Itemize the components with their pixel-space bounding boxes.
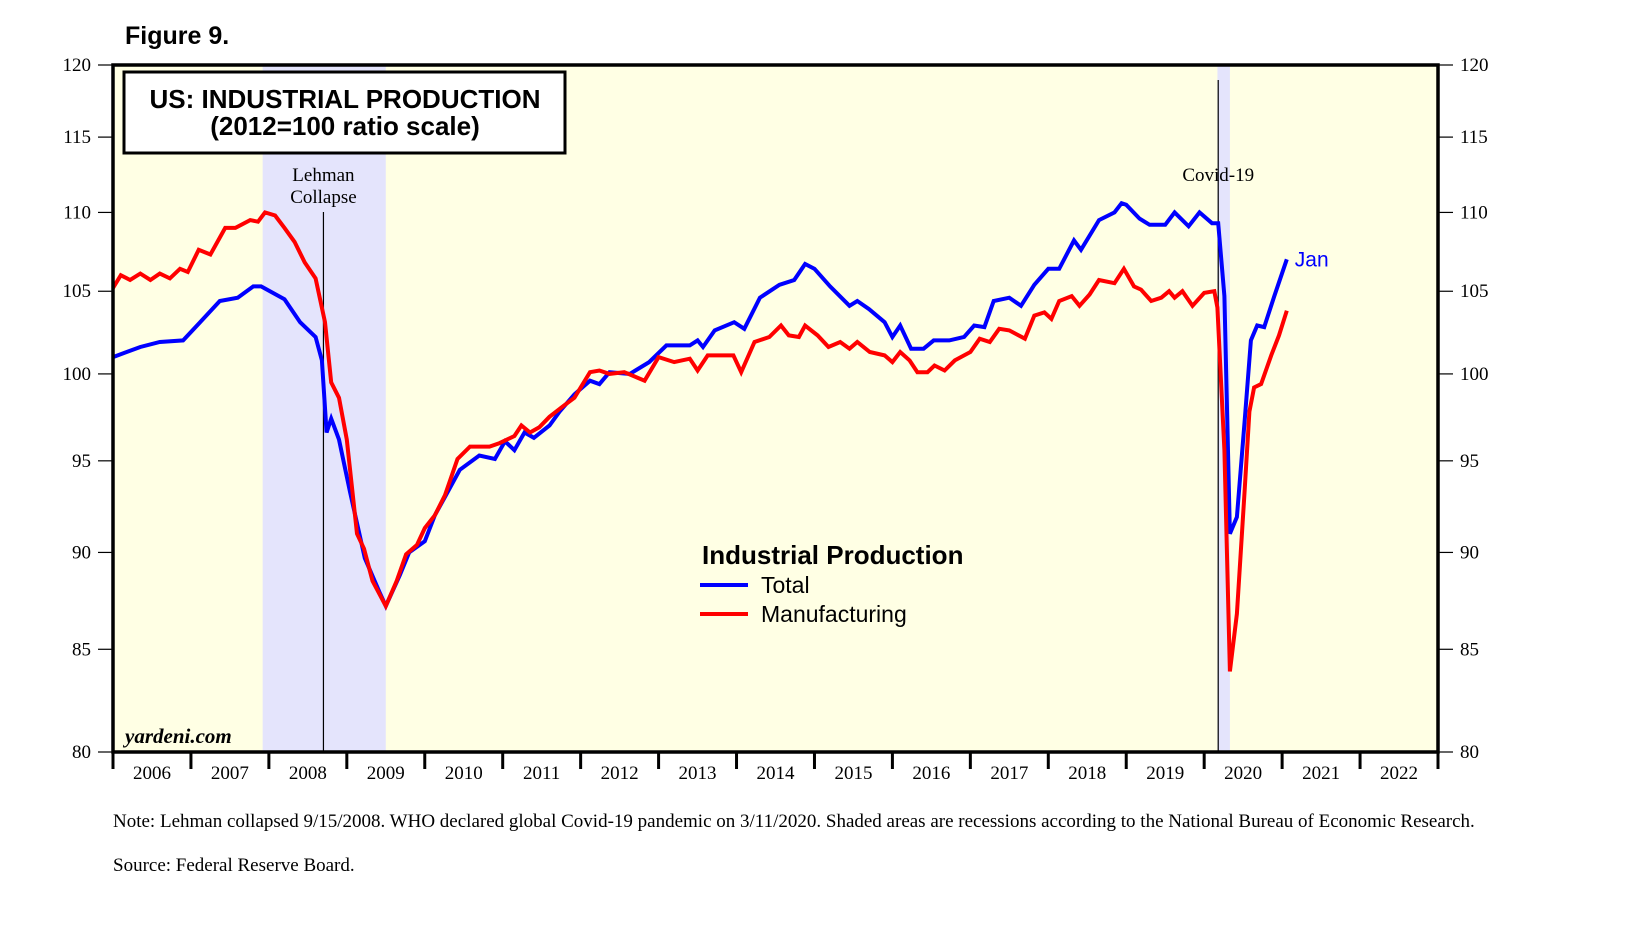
x-tick-label: 2021 bbox=[1302, 763, 1340, 784]
legend-label-total: Total bbox=[761, 572, 810, 598]
x-tick-label: 2015 bbox=[834, 763, 872, 784]
x-tick-label: 2007 bbox=[211, 763, 249, 784]
chart-subtitle: (2012=100 ratio scale) bbox=[210, 111, 480, 141]
event-label: Covid-19 bbox=[1182, 165, 1254, 186]
y-tick-label-left: 110 bbox=[63, 202, 91, 223]
title-box bbox=[122, 70, 567, 155]
y-tick-label-right: 80 bbox=[1460, 742, 1479, 763]
figure-label: Figure 9. bbox=[125, 22, 230, 50]
y-tick-label-left: 95 bbox=[72, 451, 91, 472]
y-tick-label-right: 95 bbox=[1460, 451, 1479, 472]
legend-label-manufacturing: Manufacturing bbox=[761, 601, 907, 627]
event-label: Collapse bbox=[290, 187, 357, 208]
y-tick-label-right: 90 bbox=[1460, 542, 1479, 563]
x-tick-label: 2022 bbox=[1380, 763, 1418, 784]
y-tick-label-left: 85 bbox=[72, 639, 91, 660]
y-tick-label-left: 105 bbox=[63, 281, 92, 302]
x-tick-label: 2011 bbox=[523, 763, 560, 784]
plot-frame bbox=[111, 63, 1440, 754]
x-tick-label: 2019 bbox=[1146, 763, 1184, 784]
source-text: Source: Federal Reserve Board. bbox=[113, 855, 355, 876]
y-tick-label-right: 115 bbox=[1460, 127, 1488, 148]
event-label: Lehman bbox=[292, 165, 355, 186]
y-tick-label-left: 90 bbox=[72, 542, 91, 563]
x-tick-label: 2008 bbox=[289, 763, 327, 784]
watermark: yardeni.com bbox=[122, 724, 232, 748]
series-line-total bbox=[112, 200, 1289, 611]
note-text: Note: Lehman collapsed 9/15/2008. WHO de… bbox=[113, 811, 1475, 832]
y-tick-label-left: 120 bbox=[63, 55, 92, 76]
y-tick-label-right: 105 bbox=[1460, 281, 1489, 302]
chart-title: US: INDUSTRIAL PRODUCTION bbox=[150, 84, 541, 114]
end-label: Jan bbox=[1295, 248, 1329, 271]
x-tick-label: 2020 bbox=[1224, 763, 1262, 784]
y-tick-label-right: 110 bbox=[1460, 202, 1488, 223]
legend-title: Industrial Production bbox=[702, 540, 963, 570]
x-tick-label: 2013 bbox=[679, 763, 717, 784]
x-tick-label: 2016 bbox=[912, 763, 950, 784]
x-tick-label: 2017 bbox=[990, 763, 1028, 784]
y-tick-label-left: 100 bbox=[63, 364, 92, 385]
y-tick-label-right: 120 bbox=[1460, 55, 1489, 76]
x-tick-label: 2012 bbox=[601, 763, 639, 784]
series-line-manufacturing bbox=[111, 210, 1289, 672]
x-tick-label: 2010 bbox=[445, 763, 483, 784]
x-tick-label: 2018 bbox=[1068, 763, 1106, 784]
y-tick-label-left: 115 bbox=[63, 127, 91, 148]
x-tick-label: 2014 bbox=[757, 763, 796, 784]
x-tick-label: 2009 bbox=[367, 763, 405, 784]
y-tick-label-right: 100 bbox=[1460, 364, 1489, 385]
x-tick-label: 2006 bbox=[133, 763, 171, 784]
y-tick-label-left: 80 bbox=[72, 742, 91, 763]
y-tick-label-right: 85 bbox=[1460, 639, 1479, 660]
